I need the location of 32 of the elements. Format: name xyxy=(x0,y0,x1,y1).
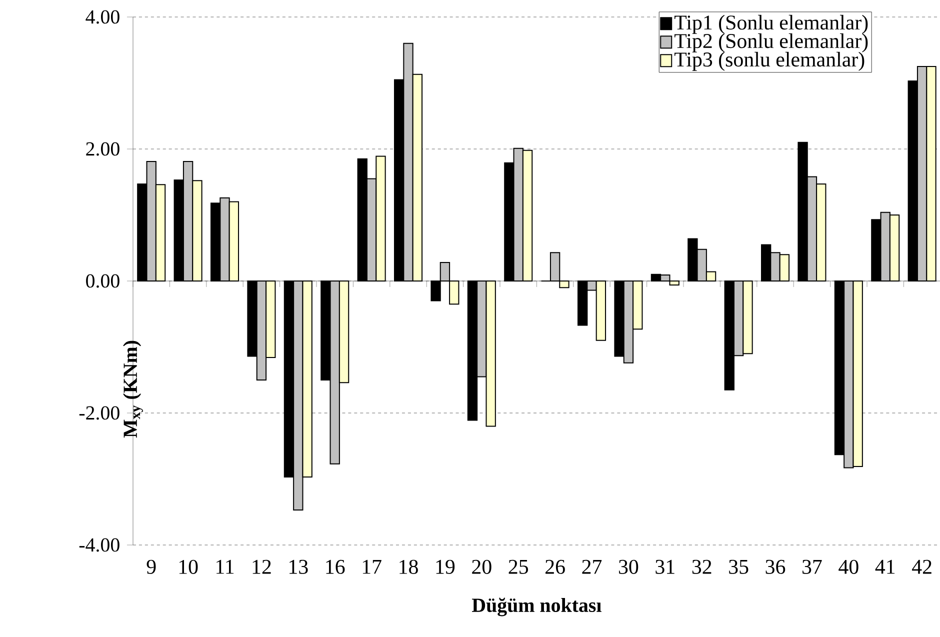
x-tick-label: 11 xyxy=(216,560,234,574)
legend-label: Tip1 (Sonlu elemanlar) xyxy=(674,14,868,34)
legend-label: Tip2 (Sonlu elemanlar) xyxy=(674,33,868,52)
x-tick-label: 25 xyxy=(508,560,528,574)
x-tick-label: 26 xyxy=(546,560,565,574)
x-tick-label: 9 xyxy=(146,560,156,574)
y-tick-label: 2.00 xyxy=(86,142,120,156)
x-tick-label: 32 xyxy=(692,560,712,574)
y-tick-label: 0.00 xyxy=(86,274,120,288)
x-tick-label: 30 xyxy=(618,560,638,574)
legend-label: Tip3 (sonlu elemanlar) xyxy=(674,52,864,71)
y-axis-title: M$_{xy}$ (KNm) xyxy=(123,340,143,438)
x-tick-label: 42 xyxy=(912,560,932,574)
x-tick-label: 20 xyxy=(472,560,492,574)
x-tick-label: 27 xyxy=(582,560,602,574)
x-tick-label: 12 xyxy=(252,560,271,574)
x-tick-label: 17 xyxy=(362,560,382,574)
x-tick-label: 35 xyxy=(729,560,748,574)
x-tick-label: 40 xyxy=(838,560,858,574)
x-tick-label: 37 xyxy=(802,560,822,574)
x-tick-label: 19 xyxy=(436,560,455,574)
y-tick-label: -2.00 xyxy=(79,406,120,420)
x-axis-title: Düğüm noktası xyxy=(472,598,602,616)
x-tick-label: 31 xyxy=(656,560,674,574)
x-tick-label: 36 xyxy=(766,560,786,574)
x-tick-label: 16 xyxy=(326,560,345,574)
x-tick-label: 41 xyxy=(875,560,895,574)
x-tick-label: 10 xyxy=(179,560,198,574)
x-tick-label: 13 xyxy=(290,560,308,574)
y-tick-label: 4.00 xyxy=(86,10,120,24)
y-tick-label: -4.00 xyxy=(79,538,120,552)
x-tick-label: 18 xyxy=(400,560,418,574)
